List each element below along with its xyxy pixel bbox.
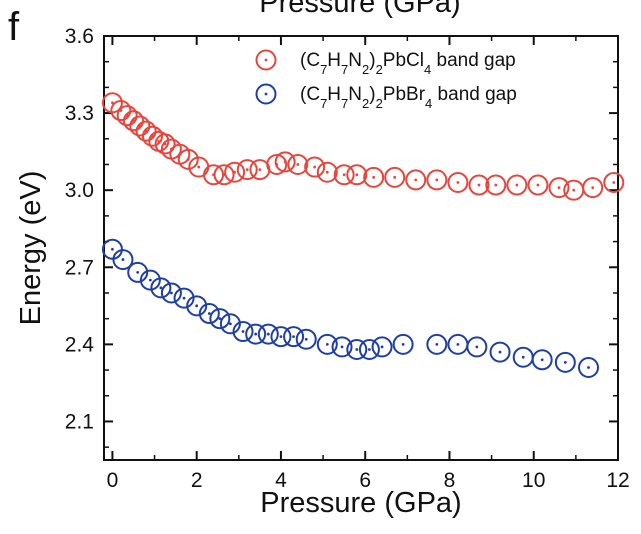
- cl-band-gap-point: [122, 110, 144, 132]
- br-band-gap-point: [346, 339, 368, 361]
- cl-band-gap-point: [485, 174, 507, 196]
- br-band-gap-point: [173, 287, 195, 309]
- x-tick-label: 8: [444, 469, 456, 492]
- br-band-gap-point: [316, 333, 338, 355]
- br-band-gap-point: [245, 323, 267, 345]
- cl-band-gap-point: [426, 169, 448, 191]
- cl-band-gap-point: [468, 174, 490, 196]
- br-band-gap-point: [447, 333, 469, 355]
- cl-band-gap-point: [333, 164, 355, 186]
- cl-band-gap-point: [548, 177, 570, 199]
- br-band-gap-point: [295, 328, 317, 350]
- y-tick-label: 2.1: [65, 410, 94, 433]
- cl-band-gap-point: [177, 148, 199, 170]
- br-band-gap-point: [101, 238, 123, 260]
- legend-entry-cl: (C7H7N2)2PbCl4 band gap: [255, 49, 516, 77]
- cl-band-gap-point: [384, 166, 406, 188]
- cl-band-gap-point: [287, 153, 309, 175]
- legend-entry-br: (C7H7N2)2PbBr4 band gap: [255, 83, 517, 111]
- x-axis-label: Pressure (GPa): [260, 487, 461, 519]
- y-axis-label: Energy (eV): [15, 171, 47, 326]
- x-tick-label: 12: [606, 469, 629, 492]
- cl-band-gap-point: [346, 164, 368, 186]
- cl-band-gap-point: [506, 174, 528, 196]
- legend-label: (C7H7N2)2PbBr4 band gap: [300, 84, 517, 111]
- x-tick-label: 0: [107, 469, 119, 492]
- x-tick-label: 6: [359, 469, 371, 492]
- br-band-gap-point: [257, 323, 279, 345]
- br-band-gap-point: [512, 346, 534, 368]
- br-band-gap-point: [112, 249, 134, 271]
- cl-band-gap-point: [582, 177, 604, 199]
- br-band-gap-point: [139, 269, 161, 291]
- br-band-gap-point: [371, 336, 393, 358]
- cl-band-gap-point: [116, 105, 138, 127]
- y-tick-label: 3.6: [65, 25, 94, 48]
- cl-band-gap-point: [236, 159, 258, 181]
- cl-band-gap-point: [135, 120, 157, 142]
- br-band-gap-point: [219, 313, 241, 335]
- cl-band-gap-point: [603, 171, 625, 193]
- br-band-gap-point: [198, 303, 220, 325]
- cl-band-gap-point: [316, 161, 338, 183]
- axis-ticks: [104, 35, 619, 460]
- cl-band-gap-point: [527, 174, 549, 196]
- x-tick-label: 10: [522, 469, 545, 492]
- br-band-gap-point: [578, 356, 600, 378]
- br-band-gap-point: [283, 326, 305, 348]
- legend-marker: [255, 49, 277, 71]
- br-band-gap-point: [186, 295, 208, 317]
- cl-band-gap-point: [203, 164, 225, 186]
- br-band-gap-point: [466, 336, 488, 358]
- br-band-gap-point: [426, 333, 448, 355]
- cl-band-gap-point: [224, 161, 246, 183]
- cl-band-gap-point: [304, 156, 326, 178]
- x-tick-label: 4: [275, 469, 287, 492]
- br-band-gap-point: [531, 349, 553, 371]
- cl-band-gap-point: [363, 166, 385, 188]
- br-band-gap-point: [127, 261, 149, 283]
- y-tick-label: 3.0: [65, 179, 94, 202]
- legend-label: (C7H7N2)2PbCl4 band gap: [300, 50, 516, 77]
- br-band-gap-point: [232, 321, 254, 343]
- data-markers: [101, 92, 625, 378]
- cl-band-gap-point: [274, 151, 296, 173]
- panel-label: f: [8, 5, 20, 49]
- y-tick-label: 2.4: [65, 333, 95, 356]
- x-tick-label: 2: [191, 469, 203, 492]
- br-band-gap-point: [392, 333, 414, 355]
- br-band-gap-point: [489, 341, 511, 363]
- cl-band-gap-point: [129, 115, 151, 137]
- cl-band-gap-point: [405, 169, 427, 191]
- br-band-gap-point: [358, 339, 380, 361]
- br-band-gap-point: [209, 308, 231, 330]
- cl-band-gap-point: [110, 100, 132, 122]
- br-band-gap-point: [331, 336, 353, 358]
- br-band-gap-point: [160, 282, 182, 304]
- cl-band-gap-point: [447, 171, 469, 193]
- br-band-gap-point: [150, 277, 172, 299]
- legend-marker: [255, 83, 277, 105]
- br-band-gap-point: [270, 326, 292, 348]
- axis-tick-labels: 0 2 4 6 8 10 12 2.1 2.4 2.7 3.0 3.3 3.6: [65, 25, 630, 492]
- y-tick-label: 2.7: [65, 256, 94, 279]
- legend: (C7H7N2)2PbCl4 band gap (C7H7N2)2PbBr4 ba…: [255, 49, 517, 111]
- br-band-gap-point: [554, 351, 576, 373]
- cl-band-gap-point: [563, 179, 585, 201]
- y-tick-label: 3.3: [65, 102, 94, 125]
- clipped-top-title: Pressure (GPa): [259, 0, 460, 19]
